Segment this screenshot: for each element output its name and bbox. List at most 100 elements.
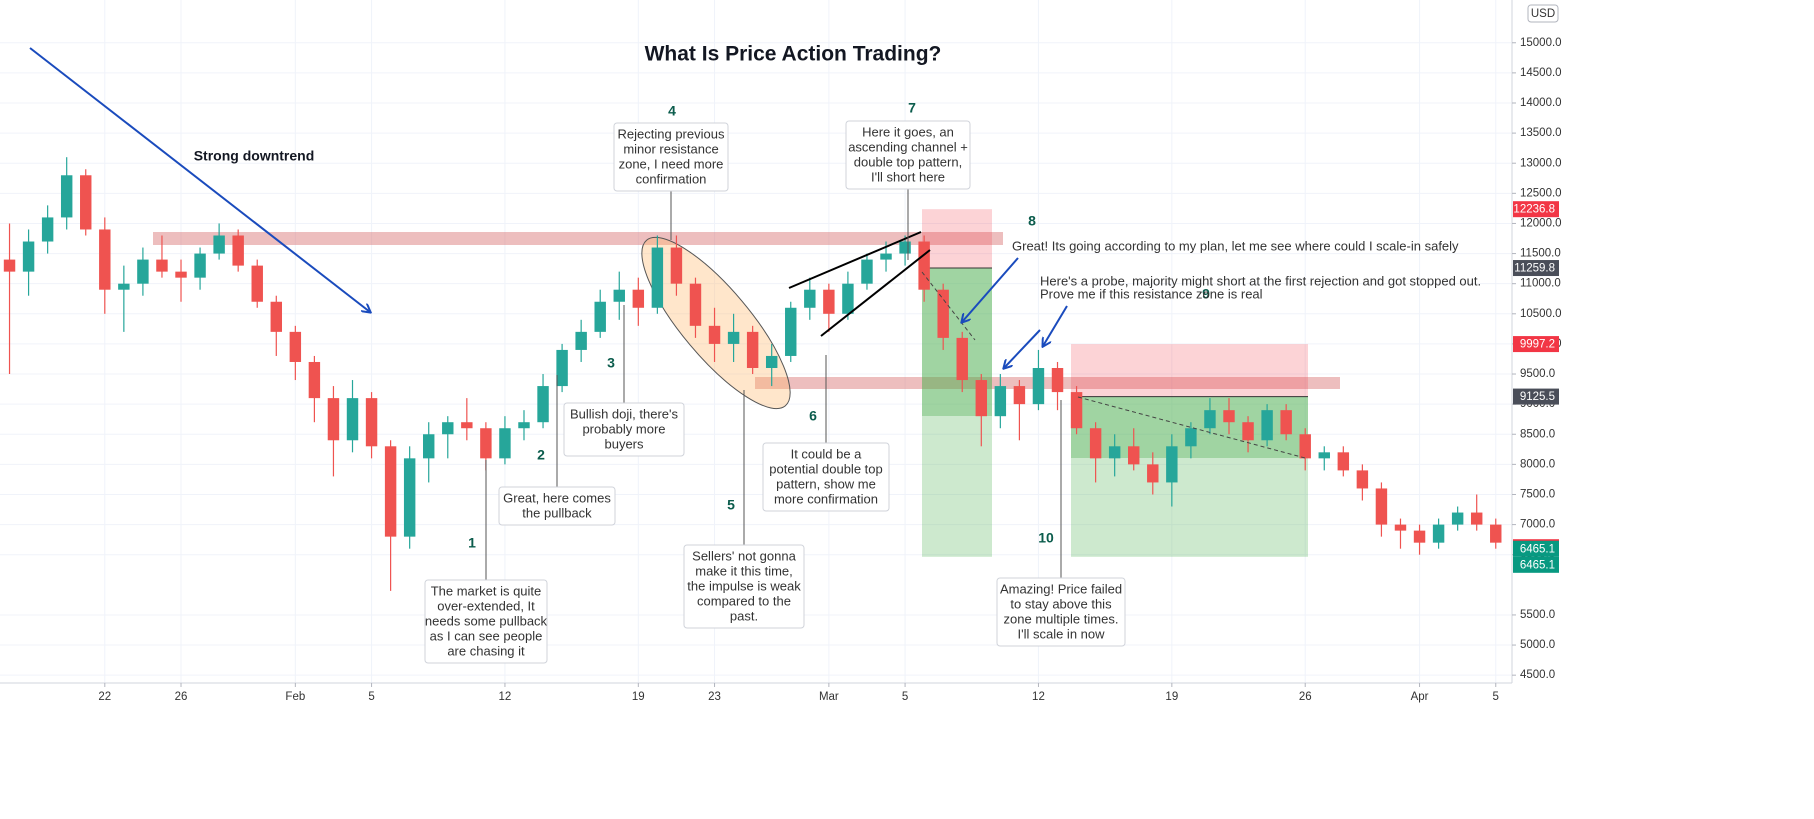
annotation-box bbox=[563, 402, 685, 457]
candle-body bbox=[1490, 524, 1502, 543]
annotation-box bbox=[424, 579, 548, 664]
y-tick-label: 15000.0 bbox=[1520, 37, 1562, 49]
annotation-number: 10 bbox=[1038, 530, 1054, 546]
candle-body bbox=[1318, 452, 1330, 459]
annotation-text: over-extended, It bbox=[437, 598, 535, 613]
y-tick-label: 5000.0 bbox=[1520, 639, 1555, 651]
candle-body bbox=[613, 289, 625, 302]
candle-body bbox=[708, 325, 721, 344]
price-axis-bg bbox=[1512, 0, 1814, 819]
x-tick-label: 5 bbox=[368, 691, 374, 703]
annotation-text: Sellers' not gonna bbox=[692, 548, 796, 563]
annotation-number: 2 bbox=[537, 447, 545, 463]
candle-body bbox=[22, 241, 35, 272]
annotation-box bbox=[683, 544, 805, 629]
stop-zone bbox=[922, 209, 992, 269]
price-tag bbox=[1513, 336, 1559, 353]
candle-body bbox=[1108, 446, 1121, 459]
price-tag-label: 6465.1 bbox=[1520, 543, 1555, 555]
x-tick-label: 19 bbox=[1165, 691, 1178, 703]
y-tick-label: 9500.0 bbox=[1520, 368, 1555, 380]
candle-body bbox=[861, 259, 873, 284]
annotation-text: zone multiple times. bbox=[1004, 611, 1119, 626]
annotation-text: Amazing! Price failed bbox=[1000, 581, 1122, 596]
candle-body bbox=[156, 259, 168, 272]
channel-line bbox=[820, 249, 931, 337]
candles bbox=[3, 157, 1502, 591]
y-tick-label: 4500.0 bbox=[1520, 669, 1555, 681]
annotation-text: more confirmation bbox=[774, 491, 878, 506]
annotation-text: Rejecting previous bbox=[618, 126, 725, 141]
candle-body bbox=[365, 398, 378, 447]
candle-body bbox=[518, 422, 530, 429]
y-tick-label: 12000.0 bbox=[1520, 217, 1562, 229]
annotation-box bbox=[762, 442, 890, 512]
y-tick-label: 5500.0 bbox=[1520, 609, 1555, 621]
candle-body bbox=[118, 283, 130, 290]
channel-line bbox=[788, 231, 922, 289]
annotation-number: 5 bbox=[727, 497, 735, 513]
y-tick-label: 14000.0 bbox=[1520, 97, 1562, 109]
candle-body bbox=[99, 229, 111, 290]
annotation-number: 3 bbox=[607, 355, 615, 371]
candle-body bbox=[1013, 386, 1026, 405]
x-tick-label: 12 bbox=[1032, 691, 1045, 703]
x-tick-label: 12 bbox=[499, 691, 512, 703]
candle-body bbox=[1051, 368, 1064, 393]
annotation-text: ascending channel + bbox=[848, 139, 968, 154]
annotation-box bbox=[996, 577, 1126, 647]
annotation-box bbox=[845, 120, 971, 190]
candle-body bbox=[327, 398, 340, 441]
y-tick-label: 13000.0 bbox=[1520, 157, 1562, 169]
candle-body bbox=[1394, 524, 1407, 531]
price-tag-label: 9997.2 bbox=[1520, 339, 1555, 351]
time-axis-bg bbox=[0, 683, 1512, 819]
price-tag bbox=[1513, 260, 1559, 277]
candle-body bbox=[461, 422, 473, 429]
x-tick-label: 23 bbox=[708, 691, 721, 703]
annotation-text: probably more bbox=[582, 421, 665, 436]
candle-body bbox=[346, 398, 359, 441]
candle-body bbox=[403, 458, 416, 537]
annotation-text: potential double top bbox=[769, 461, 882, 476]
price-tag bbox=[1513, 201, 1559, 218]
annotation-number: 7 bbox=[908, 100, 916, 116]
candle-body bbox=[232, 235, 244, 266]
candle-body bbox=[1070, 392, 1083, 429]
candle-body bbox=[537, 386, 549, 423]
annotation-text: I'll scale in now bbox=[1017, 626, 1105, 641]
candle-body bbox=[1242, 422, 1254, 441]
arrow bbox=[1043, 305, 1068, 346]
candle-body bbox=[251, 265, 263, 302]
candle-body bbox=[975, 380, 988, 417]
y-tick-label: 7000.0 bbox=[1520, 519, 1555, 531]
currency-box[interactable] bbox=[1527, 4, 1559, 23]
candle-body bbox=[480, 428, 492, 459]
x-tick-label: 19 bbox=[632, 691, 645, 703]
resistance-zone bbox=[755, 377, 1340, 389]
annotation-text: needs some pullback bbox=[425, 613, 548, 628]
y-tick-label: 11500.0 bbox=[1520, 248, 1561, 260]
annotation-text: zone, I need more bbox=[619, 156, 724, 171]
x-tick-label: 26 bbox=[1299, 691, 1312, 703]
annotation-text: compared to the bbox=[697, 593, 791, 608]
trend-label: Strong downtrend bbox=[194, 148, 315, 164]
candle-body bbox=[80, 175, 92, 230]
candle-body bbox=[956, 337, 968, 381]
y-tick-label: 11000.0 bbox=[1520, 278, 1561, 290]
price-tag bbox=[1513, 540, 1559, 557]
candle-body bbox=[60, 175, 73, 218]
candle-body bbox=[1470, 512, 1483, 525]
drawings bbox=[29, 47, 1306, 459]
candle-body bbox=[1166, 446, 1178, 483]
trade-path bbox=[921, 271, 976, 341]
candle-body bbox=[632, 289, 645, 308]
x-tick-label: Mar bbox=[819, 691, 839, 703]
axes: 4500.05000.05500.06500.07000.07500.08000… bbox=[98, 37, 1561, 703]
candle-body bbox=[1089, 428, 1102, 459]
candle-body bbox=[575, 331, 587, 350]
candle-body bbox=[137, 259, 149, 284]
candle-body bbox=[1432, 524, 1445, 543]
candle-body bbox=[175, 271, 187, 278]
candle-body bbox=[1185, 428, 1197, 447]
